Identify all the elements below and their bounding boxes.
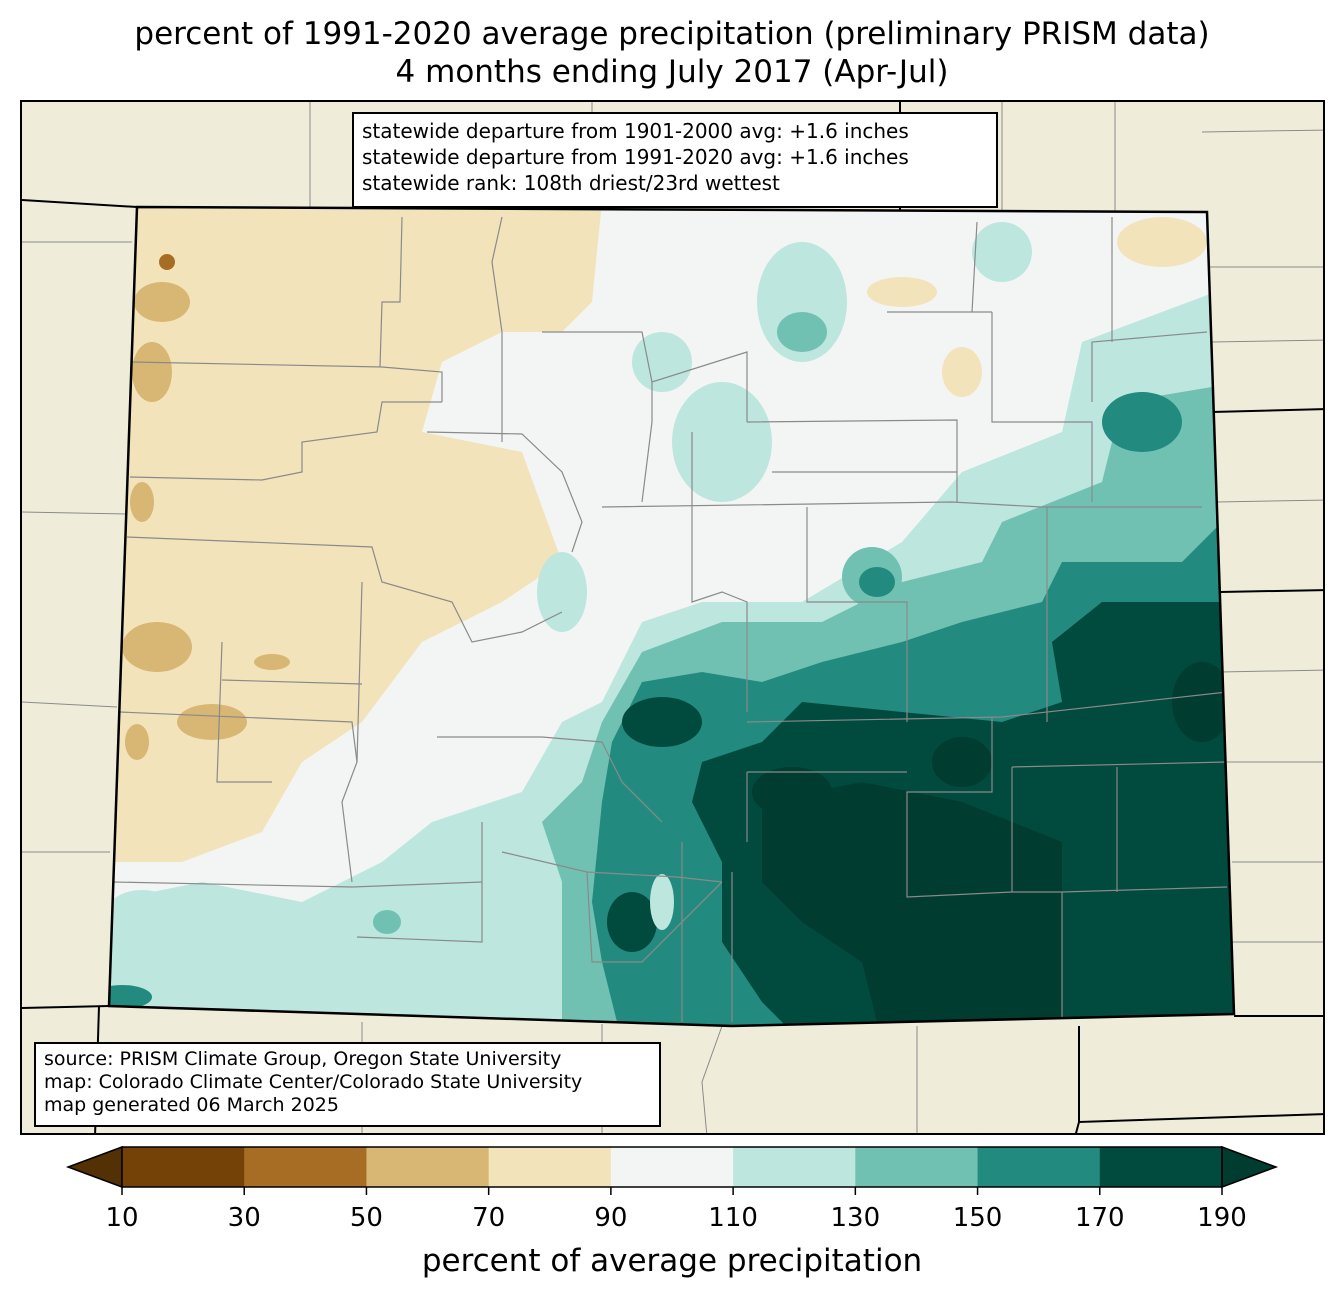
colorbar-bin: [855, 1147, 979, 1187]
precip-field: [109, 207, 1234, 1026]
colorbar-outline: [121, 1146, 1223, 1188]
colorbar-bin: [610, 1147, 734, 1187]
stats-line-1901-2000: statewide departure from 1901-2000 avg: …: [362, 119, 909, 143]
colorbar-bin: [977, 1147, 1101, 1187]
source-box: source: PRISM Climate Group, Oregon Stat…: [34, 1042, 661, 1127]
map-panel: statewide departure from 1901-2000 avg: …: [20, 100, 1325, 1135]
colorbar-tick-label: 190: [1197, 1203, 1247, 1233]
county-lines: [113, 216, 1228, 1022]
colorbar-bin: [122, 1147, 245, 1187]
map-credit-line: map: Colorado Climate Center/Colorado St…: [44, 1071, 583, 1093]
colorado-border: [107, 205, 1236, 1028]
colorbar-tick-label: 70: [472, 1203, 506, 1233]
colorado-precip-map: [22, 102, 1323, 1133]
colorbar-over-arrow: [1221, 1145, 1279, 1189]
colorbar-tick-label: 90: [594, 1203, 628, 1233]
generated-date-line: map generated 06 March 2025: [44, 1094, 339, 1116]
colorbar-tick-label: 30: [227, 1203, 261, 1233]
colorbar-bin: [733, 1147, 856, 1187]
colorbar-tick-label: 130: [830, 1203, 881, 1233]
colorbar-bin: [244, 1147, 367, 1187]
colorbar-tick-label: 10: [105, 1203, 139, 1233]
colorbar-bin: [1099, 1147, 1223, 1187]
map-title-line1: percent of 1991-2020 average precipitati…: [134, 16, 1210, 52]
colorbar-tick-label: 150: [952, 1203, 1003, 1233]
colorbar-bin: [366, 1147, 490, 1187]
colorbar-tick-label: 170: [1074, 1203, 1125, 1233]
statewide-stats-box: statewide departure from 1901-2000 avg: …: [352, 112, 998, 208]
colorbar-under-arrow: [65, 1145, 123, 1189]
source-line: source: PRISM Climate Group, Oregon Stat…: [44, 1048, 562, 1070]
colorbar-tick-label: 110: [708, 1203, 758, 1233]
colorbar-label: percent of average precipitation: [421, 1243, 923, 1279]
stats-line-rank: statewide rank: 108th driest/23rd wettes…: [362, 171, 780, 195]
colorbar-bin: [488, 1147, 612, 1187]
colorbar-tick-label: 50: [349, 1203, 383, 1233]
stats-line-1991-2020: statewide departure from 1991-2020 avg: …: [362, 145, 909, 169]
map-title-line2: 4 months ending July 2017 (Apr-Jul): [395, 54, 949, 90]
